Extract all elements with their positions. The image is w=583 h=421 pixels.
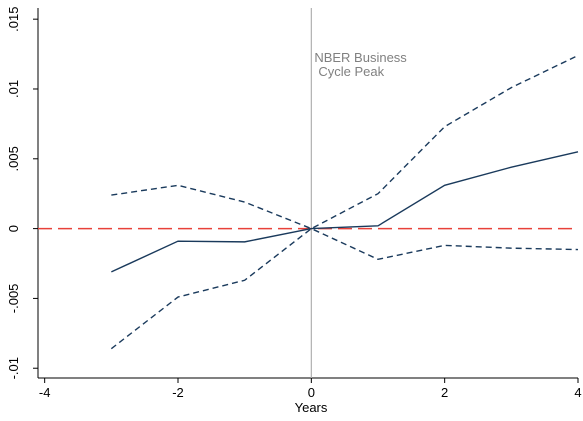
x-tick-label: 4 xyxy=(574,385,581,400)
x-axis-label: Years xyxy=(295,400,328,415)
annotation: NBER Business xyxy=(314,50,407,65)
x-tick-label: 2 xyxy=(441,385,448,400)
x-tick-label: 0 xyxy=(308,385,315,400)
series-line xyxy=(111,151,579,273)
y-tick-label: -.01 xyxy=(6,357,21,379)
x-tick-label: -2 xyxy=(172,385,184,400)
y-tick-label: 0 xyxy=(6,225,21,232)
series-line xyxy=(111,54,579,230)
y-tick-label: .015 xyxy=(6,7,21,32)
x-tick-label: -4 xyxy=(39,385,51,400)
y-tick-label: .005 xyxy=(6,146,21,171)
annotation: Cycle Peak xyxy=(318,64,384,79)
series-line xyxy=(110,227,579,350)
y-tick-label: .01 xyxy=(6,80,21,98)
y-tick-label: -.005 xyxy=(6,284,21,314)
